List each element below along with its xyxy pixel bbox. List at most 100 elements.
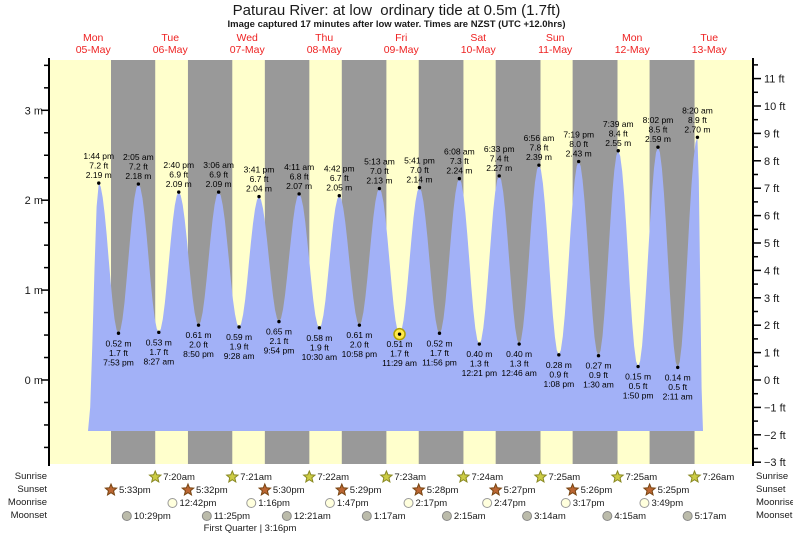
tide-label-line: 2.04 m [246, 184, 272, 194]
tide-label-line: 2.55 m [605, 138, 631, 148]
tide-label-line: 7:39 am [603, 119, 634, 129]
sunset-star-icon [411, 482, 426, 496]
tide-label-line: 6:33 pm [484, 144, 515, 154]
high-tide-label: 6:08 am7.3 ft2.24 m [444, 147, 475, 176]
day-name-label: Sun [546, 32, 565, 44]
tide-label-line: 7.0 ft [410, 165, 430, 175]
tide-label-line: 6.9 ft [169, 170, 189, 180]
tide-label-line: 6.7 ft [330, 173, 350, 183]
sunrise-time: 7:20am [163, 472, 195, 483]
moonset-row-label-left: Moonset [10, 510, 47, 521]
low-tide-label: 0.28 m0.9 ft1:08 pm [543, 360, 574, 389]
tide-label-line: 2.59 m [645, 134, 671, 144]
tide-point [477, 342, 482, 346]
tide-point [596, 354, 601, 358]
sunset-star-icon [257, 482, 272, 496]
moonrise-time: 2:47pm [494, 498, 526, 509]
tide-point [636, 364, 640, 369]
right-axis-tick-label: 5 ft [764, 238, 779, 250]
right-axis-tick-label: −1 ft [764, 402, 786, 414]
high-tide-label: 8:02 pm8.5 ft2.59 m [643, 115, 674, 144]
high-tide-label: 6:56 am7.8 ft2.39 m [524, 133, 555, 162]
tide-point [676, 365, 680, 370]
tide-label-line: 7.2 ft [89, 161, 109, 171]
tide-label-line: 2.1 ft [270, 336, 290, 346]
tide-label-line: 8:02 pm [643, 115, 674, 125]
day-date-label: 10-May [461, 44, 497, 56]
high-tide-label: 6:33 pm7.4 ft2.27 m [484, 144, 515, 173]
tide-label-line: 0.15 m [625, 372, 651, 382]
tide-point [157, 330, 161, 335]
tide-point [177, 190, 181, 194]
tide-label-line: 0.52 m [105, 338, 131, 348]
sunset-time: 5:32pm [196, 485, 228, 496]
tide-label-line: 6:56 am [524, 133, 555, 143]
tide-label-line: 0.59 m [226, 332, 252, 342]
moonset-icon [522, 511, 533, 521]
tide-label-line: 2.14 m [406, 175, 432, 185]
tide-point [616, 149, 620, 153]
sunset-time: 5:30pm [273, 485, 305, 496]
low-tide-label: 0.27 m0.9 ft1:30 am [583, 361, 614, 390]
tide-point [695, 135, 700, 139]
moonrise-icon [560, 498, 571, 508]
tide-label-line: 8.5 ft [649, 125, 669, 135]
right-axis-tick-label: 2 ft [764, 320, 779, 332]
high-tide-label: 4:42 pm6.7 ft2.05 m [324, 164, 355, 193]
moonset-time: 12:21am [294, 511, 331, 522]
moonset-time: 10:29pm [134, 511, 171, 522]
low-tide-label: 0.14 m0.5 ft2:11 am [663, 372, 693, 401]
moonrise-time: 1:16pm [258, 498, 290, 509]
sunset-star-icon [565, 482, 580, 496]
moonrise-icon [324, 498, 335, 508]
high-tide-label: 4:11 am6.8 ft2.07 m [284, 162, 314, 191]
tide-label-line: 1.7 ft [109, 348, 129, 358]
tide-point [497, 174, 501, 178]
tide-point [537, 163, 541, 167]
tide-label-line: 1:44 pm [83, 151, 114, 161]
tide-label-line: 8.4 ft [609, 128, 629, 138]
tide-label-line: 2.39 m [526, 152, 552, 162]
tide-label-line: 1:30 am [583, 380, 614, 390]
tide-label-line: 1.7 ft [430, 348, 450, 358]
tide-label-line: 2.43 m [566, 149, 592, 159]
left-axis-tick-label: 3 m [25, 105, 43, 117]
tide-label-line: 0.5 ft [629, 381, 649, 391]
sunrise-star-icon [610, 469, 625, 483]
tide-label-line: 2.0 ft [189, 340, 209, 350]
tide-label-line: 7.4 ft [490, 153, 510, 163]
tide-label-line: 7:53 pm [103, 357, 134, 367]
low-tide-label: 0.15 m0.5 ft1:50 pm [623, 372, 654, 401]
tide-point [397, 332, 402, 336]
tide-label-line: 8:20 am [682, 105, 713, 115]
tide-point [337, 194, 341, 198]
sunset-time: 5:27pm [504, 485, 536, 496]
tide-point [97, 181, 101, 185]
sunrise-star-icon [687, 469, 702, 483]
tide-label-line: 7.2 ft [129, 162, 149, 172]
day-date-label: 09-May [384, 44, 420, 56]
moonset-icon [201, 511, 212, 521]
left-axis-tick-label: 2 m [25, 195, 43, 207]
tide-point [196, 323, 201, 327]
sunrise-star-icon [379, 469, 394, 483]
low-tide-label: 0.59 m1.9 ft9:28 am [224, 332, 255, 361]
tide-label-line: 7.0 ft [370, 166, 390, 176]
tide-label-line: 2:11 am [663, 391, 693, 401]
sunrise-time: 7:22am [317, 472, 349, 483]
sunrise-time: 7:24am [471, 472, 503, 483]
right-axis-tick-label: 7 ft [764, 183, 779, 195]
high-tide-label: 5:13 am7.0 ft2.13 m [364, 157, 395, 186]
tide-label-line: 0.40 m [466, 349, 492, 359]
moonrise-icon [639, 498, 650, 508]
high-tide-label: 3:41 pm6.7 ft2.04 m [244, 165, 275, 194]
tide-label-line: 1.3 ft [510, 359, 530, 369]
moonset-icon [602, 511, 613, 521]
tide-label-line: 0.9 ft [589, 370, 609, 380]
tide-label-line: 9:28 am [224, 351, 255, 361]
tide-label-line: 0.53 m [146, 337, 172, 347]
